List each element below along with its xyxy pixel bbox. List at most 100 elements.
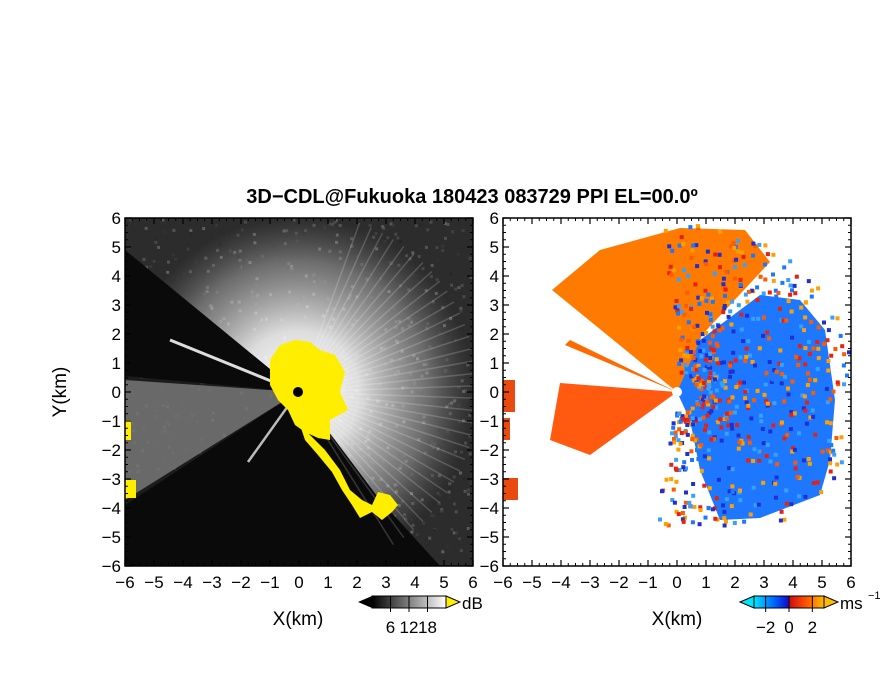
velocity-pixel (731, 350, 736, 355)
x-tick-label: 6 (846, 573, 855, 592)
velocity-pixel (697, 301, 702, 306)
x-tick-label: −6 (493, 573, 512, 592)
velocity-pixel (816, 356, 821, 361)
velocity-pixel (724, 497, 729, 502)
velocity-pixel (672, 500, 677, 505)
velocity-pixel (796, 363, 801, 367)
velocity-pixel (797, 356, 802, 361)
velocity-pixel (746, 403, 751, 408)
velocity-pixel (727, 466, 732, 471)
velocity-pixel (829, 443, 834, 448)
velocity-pixel (704, 365, 709, 370)
velocity-pixel (794, 407, 799, 412)
y-tick-label: 5 (490, 238, 499, 257)
velocity-pixel (708, 365, 713, 370)
velocity-pixel (718, 417, 723, 422)
velocity-pixel (709, 346, 714, 351)
velocity-pixel (691, 325, 696, 330)
velocity-pixel (689, 307, 694, 311)
velocity-pixel (807, 352, 812, 356)
velocity-pixel (694, 243, 699, 248)
velocity-pixel (701, 348, 706, 353)
velocity-pixel (780, 372, 785, 377)
velocity-pixel (789, 502, 794, 507)
velocity-pixel (682, 353, 687, 358)
velocity-pixel (684, 349, 689, 354)
velocity-pixel (763, 277, 768, 282)
velocity-pixel (690, 437, 695, 442)
velocity-pixel (828, 469, 833, 474)
velocity-pixel (680, 414, 685, 419)
velocity-pixel (714, 357, 719, 362)
x-tick-label: 4 (788, 573, 797, 592)
velocity-pixel (775, 462, 780, 467)
velocity-pixel (773, 288, 778, 293)
x-tick-label: 5 (439, 573, 448, 592)
velocity-pixel (756, 316, 761, 321)
velocity-pixel (710, 296, 714, 301)
velocity-pixel (714, 388, 719, 393)
x-tick-label: 0 (672, 573, 681, 592)
velocity-pixel (688, 504, 693, 509)
velocity-pixel (828, 457, 832, 462)
velocity-pixel (722, 516, 727, 521)
velocity-pixel (702, 381, 707, 385)
velocity-pixel (685, 410, 690, 415)
velocity-pixel (752, 447, 757, 452)
velocity-pixel (797, 431, 801, 436)
velocity-pixel (692, 372, 697, 377)
velocity-pixel (721, 310, 726, 315)
velocity-pixel (750, 360, 755, 364)
velocity-pixel (761, 315, 766, 320)
velocity-pixel (710, 507, 715, 512)
velocity-pixel (712, 422, 717, 427)
velocity-pixel (778, 306, 782, 311)
velocity-pixel (731, 329, 736, 334)
x-tick-label: −2 (609, 573, 628, 592)
velocity-pixel (691, 350, 696, 355)
velocity-pixel (722, 306, 727, 311)
velocity-pixel (694, 382, 699, 387)
velocity-pixel (739, 327, 744, 332)
velocity-pixel (831, 448, 836, 453)
velocity-pixel (729, 244, 734, 249)
velocity-pixel (696, 376, 701, 381)
velocity-pixel (744, 355, 749, 359)
velocity-pixel (735, 423, 740, 428)
velocity-pixel (730, 299, 735, 304)
y-tick-label: 3 (490, 296, 499, 315)
velocity-pixel (669, 462, 674, 467)
velocity-pixel (734, 404, 739, 409)
velocity-pixel (738, 498, 743, 503)
velocity-pixel (788, 327, 793, 332)
velocity-pixel (782, 436, 787, 441)
colorbar-tick-label: −2 (756, 618, 775, 637)
velocity-pixel (730, 426, 735, 431)
velocity-pixel (682, 460, 687, 465)
velocity-pixel (724, 270, 729, 275)
velocity-pixel (734, 257, 739, 262)
velocity-pixel (709, 437, 714, 442)
velocity-pixel (678, 347, 683, 352)
velocity-pixel (716, 477, 721, 482)
velocity-pixel (742, 519, 747, 524)
velocity-pixel (788, 283, 793, 288)
velocity-pixel (701, 397, 705, 402)
velocity-pixel (685, 452, 690, 456)
velocity-pixel (703, 515, 708, 520)
x-tick-label: 2 (352, 573, 361, 592)
velocity-pixel (682, 505, 687, 509)
velocity-pixel (732, 521, 737, 525)
velocity-pixel (780, 280, 785, 285)
velocity-pixel (685, 346, 690, 350)
velocity-pixel (715, 420, 720, 425)
receding-region-west (550, 383, 677, 455)
velocity-axes: −6 −5 −4 −3 −2 −1 0 1 2 3 4 5 6 6 5 4 3 2 1 0 −1 −2 −3 −4 −5 −6 (480, 209, 856, 592)
velocity-pixel (815, 340, 820, 344)
velocity-pixel (746, 458, 751, 463)
velocity-pixel (763, 243, 768, 248)
velocity-pixel (825, 420, 830, 425)
velocity-pixel (680, 517, 685, 522)
velocity-pixel (801, 406, 806, 411)
velocity-pixel (842, 382, 846, 387)
